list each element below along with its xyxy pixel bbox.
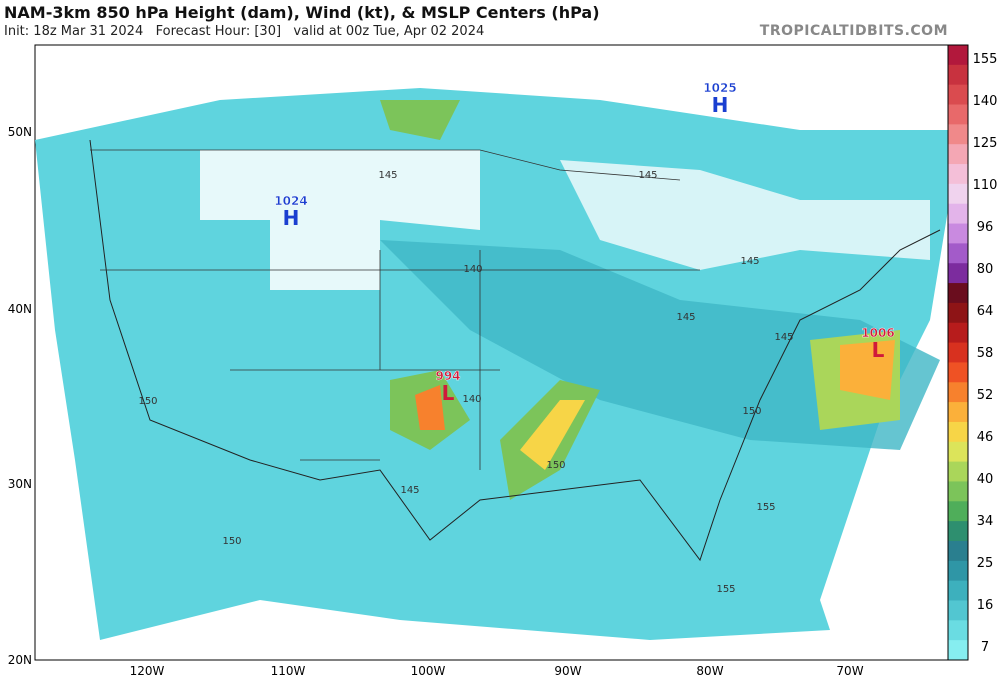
colorbar-segment bbox=[948, 342, 968, 363]
lat-label: 40N bbox=[8, 302, 32, 316]
pressure-letter: L bbox=[872, 338, 885, 362]
colorbar-segment bbox=[948, 402, 968, 423]
lon-label: 100W bbox=[411, 664, 446, 678]
colorbar-segment bbox=[948, 283, 968, 304]
colorbar-segment bbox=[948, 441, 968, 463]
pressure-value: 1025 bbox=[703, 81, 736, 95]
clear-area bbox=[560, 160, 930, 270]
colorbar-label: 110 bbox=[973, 178, 998, 193]
pressure-value: 1024 bbox=[274, 194, 307, 208]
colorbar-segment bbox=[948, 164, 968, 185]
colorbar-segment bbox=[948, 382, 968, 403]
colorbar-segment bbox=[948, 560, 968, 582]
brand: TROPICALTIDBITS.COM bbox=[759, 23, 948, 39]
colorbar-segment bbox=[948, 481, 968, 502]
colorbar-segment bbox=[948, 540, 968, 562]
contour-label: 145 bbox=[378, 170, 397, 181]
colorbar-label: 80 bbox=[977, 262, 994, 277]
colorbar-segment bbox=[948, 124, 968, 145]
colorbar-segment bbox=[948, 461, 968, 482]
colorbar-segment bbox=[948, 263, 968, 284]
lon-label: 120W bbox=[130, 664, 165, 678]
colorbar-frame bbox=[947, 44, 969, 661]
wind-core bbox=[520, 400, 585, 470]
lat-label: 20N bbox=[8, 653, 32, 667]
colorbar-segment bbox=[948, 640, 968, 661]
contour-label: 150 bbox=[222, 536, 241, 547]
pressure-letter: L bbox=[442, 381, 455, 405]
lon-label: 90W bbox=[554, 664, 581, 678]
contour-label: 150 bbox=[742, 406, 761, 417]
colorbar-segment bbox=[948, 223, 968, 244]
colorbar-segment bbox=[948, 501, 968, 522]
contour-label: 145 bbox=[740, 256, 759, 267]
contour-label: 145 bbox=[400, 485, 419, 496]
colorbar-segment bbox=[948, 45, 968, 66]
colorbar-segment bbox=[948, 144, 968, 165]
contour-label: 155 bbox=[756, 502, 775, 513]
contour-label: 140 bbox=[463, 264, 482, 275]
colorbar-segment bbox=[948, 243, 968, 264]
contour-label: 140 bbox=[462, 394, 481, 405]
colorbar-segment bbox=[948, 322, 968, 344]
colorbar-label: 140 bbox=[973, 94, 998, 109]
colorbar-label: 58 bbox=[977, 346, 994, 361]
clear-area bbox=[200, 150, 480, 290]
contour-label: 155 bbox=[716, 584, 735, 595]
colorbar-label: 34 bbox=[977, 514, 994, 529]
pressure-value: 994 bbox=[435, 369, 460, 383]
colorbar-segment bbox=[948, 362, 968, 383]
pressure-letter: H bbox=[283, 206, 300, 230]
colorbar-segment bbox=[948, 302, 968, 324]
colorbar-segment bbox=[948, 620, 968, 641]
colorbar-label: 155 bbox=[973, 52, 998, 67]
colorbar-label: 52 bbox=[977, 388, 994, 403]
colorbar-segment bbox=[948, 421, 968, 443]
colorbar-segment bbox=[948, 203, 968, 225]
colorbar-label: 40 bbox=[977, 472, 994, 487]
lon-label: 110W bbox=[271, 664, 306, 678]
wind-core bbox=[415, 385, 445, 430]
coastline bbox=[89, 139, 941, 562]
lat-label: 30N bbox=[8, 477, 32, 491]
colorbar-segment bbox=[948, 600, 968, 621]
contour-label: 150 bbox=[546, 460, 565, 471]
pressure-value: 1006 bbox=[861, 326, 894, 340]
colorbar-label: 64 bbox=[977, 304, 994, 319]
colorbar-segment bbox=[948, 183, 968, 205]
lon-label: 80W bbox=[696, 664, 723, 678]
colorbar-segment bbox=[948, 580, 968, 601]
pressure-letter: H bbox=[712, 93, 729, 117]
colorbar-label: 46 bbox=[977, 430, 994, 445]
colorbar-label: 125 bbox=[973, 136, 998, 151]
lon-label: 70W bbox=[836, 664, 863, 678]
borders bbox=[90, 149, 700, 470]
contour-label: 150 bbox=[138, 396, 157, 407]
lat-label: 50N bbox=[8, 125, 32, 139]
colorbar-segment bbox=[948, 104, 968, 125]
colorbar-label: 7 bbox=[981, 640, 989, 655]
wind-core bbox=[380, 100, 460, 140]
colorbar-label: 16 bbox=[977, 598, 994, 613]
wind-core bbox=[840, 340, 895, 400]
colorbar-label: 25 bbox=[977, 556, 994, 571]
contour-label: 145 bbox=[774, 332, 793, 343]
colorbar-label: 96 bbox=[977, 220, 994, 235]
colorbar-segment bbox=[948, 521, 968, 542]
title: NAM-3km 850 hPa Height (dam), Wind (kt),… bbox=[4, 3, 600, 22]
colorbar-segment bbox=[948, 84, 968, 106]
subtitle: Init: 18z Mar 31 2024 Forecast Hour: [30… bbox=[4, 24, 485, 39]
contour-label: 145 bbox=[638, 170, 657, 181]
colorbar-segment bbox=[948, 64, 968, 86]
wind-band bbox=[380, 240, 940, 450]
contour-label: 145 bbox=[676, 312, 695, 323]
